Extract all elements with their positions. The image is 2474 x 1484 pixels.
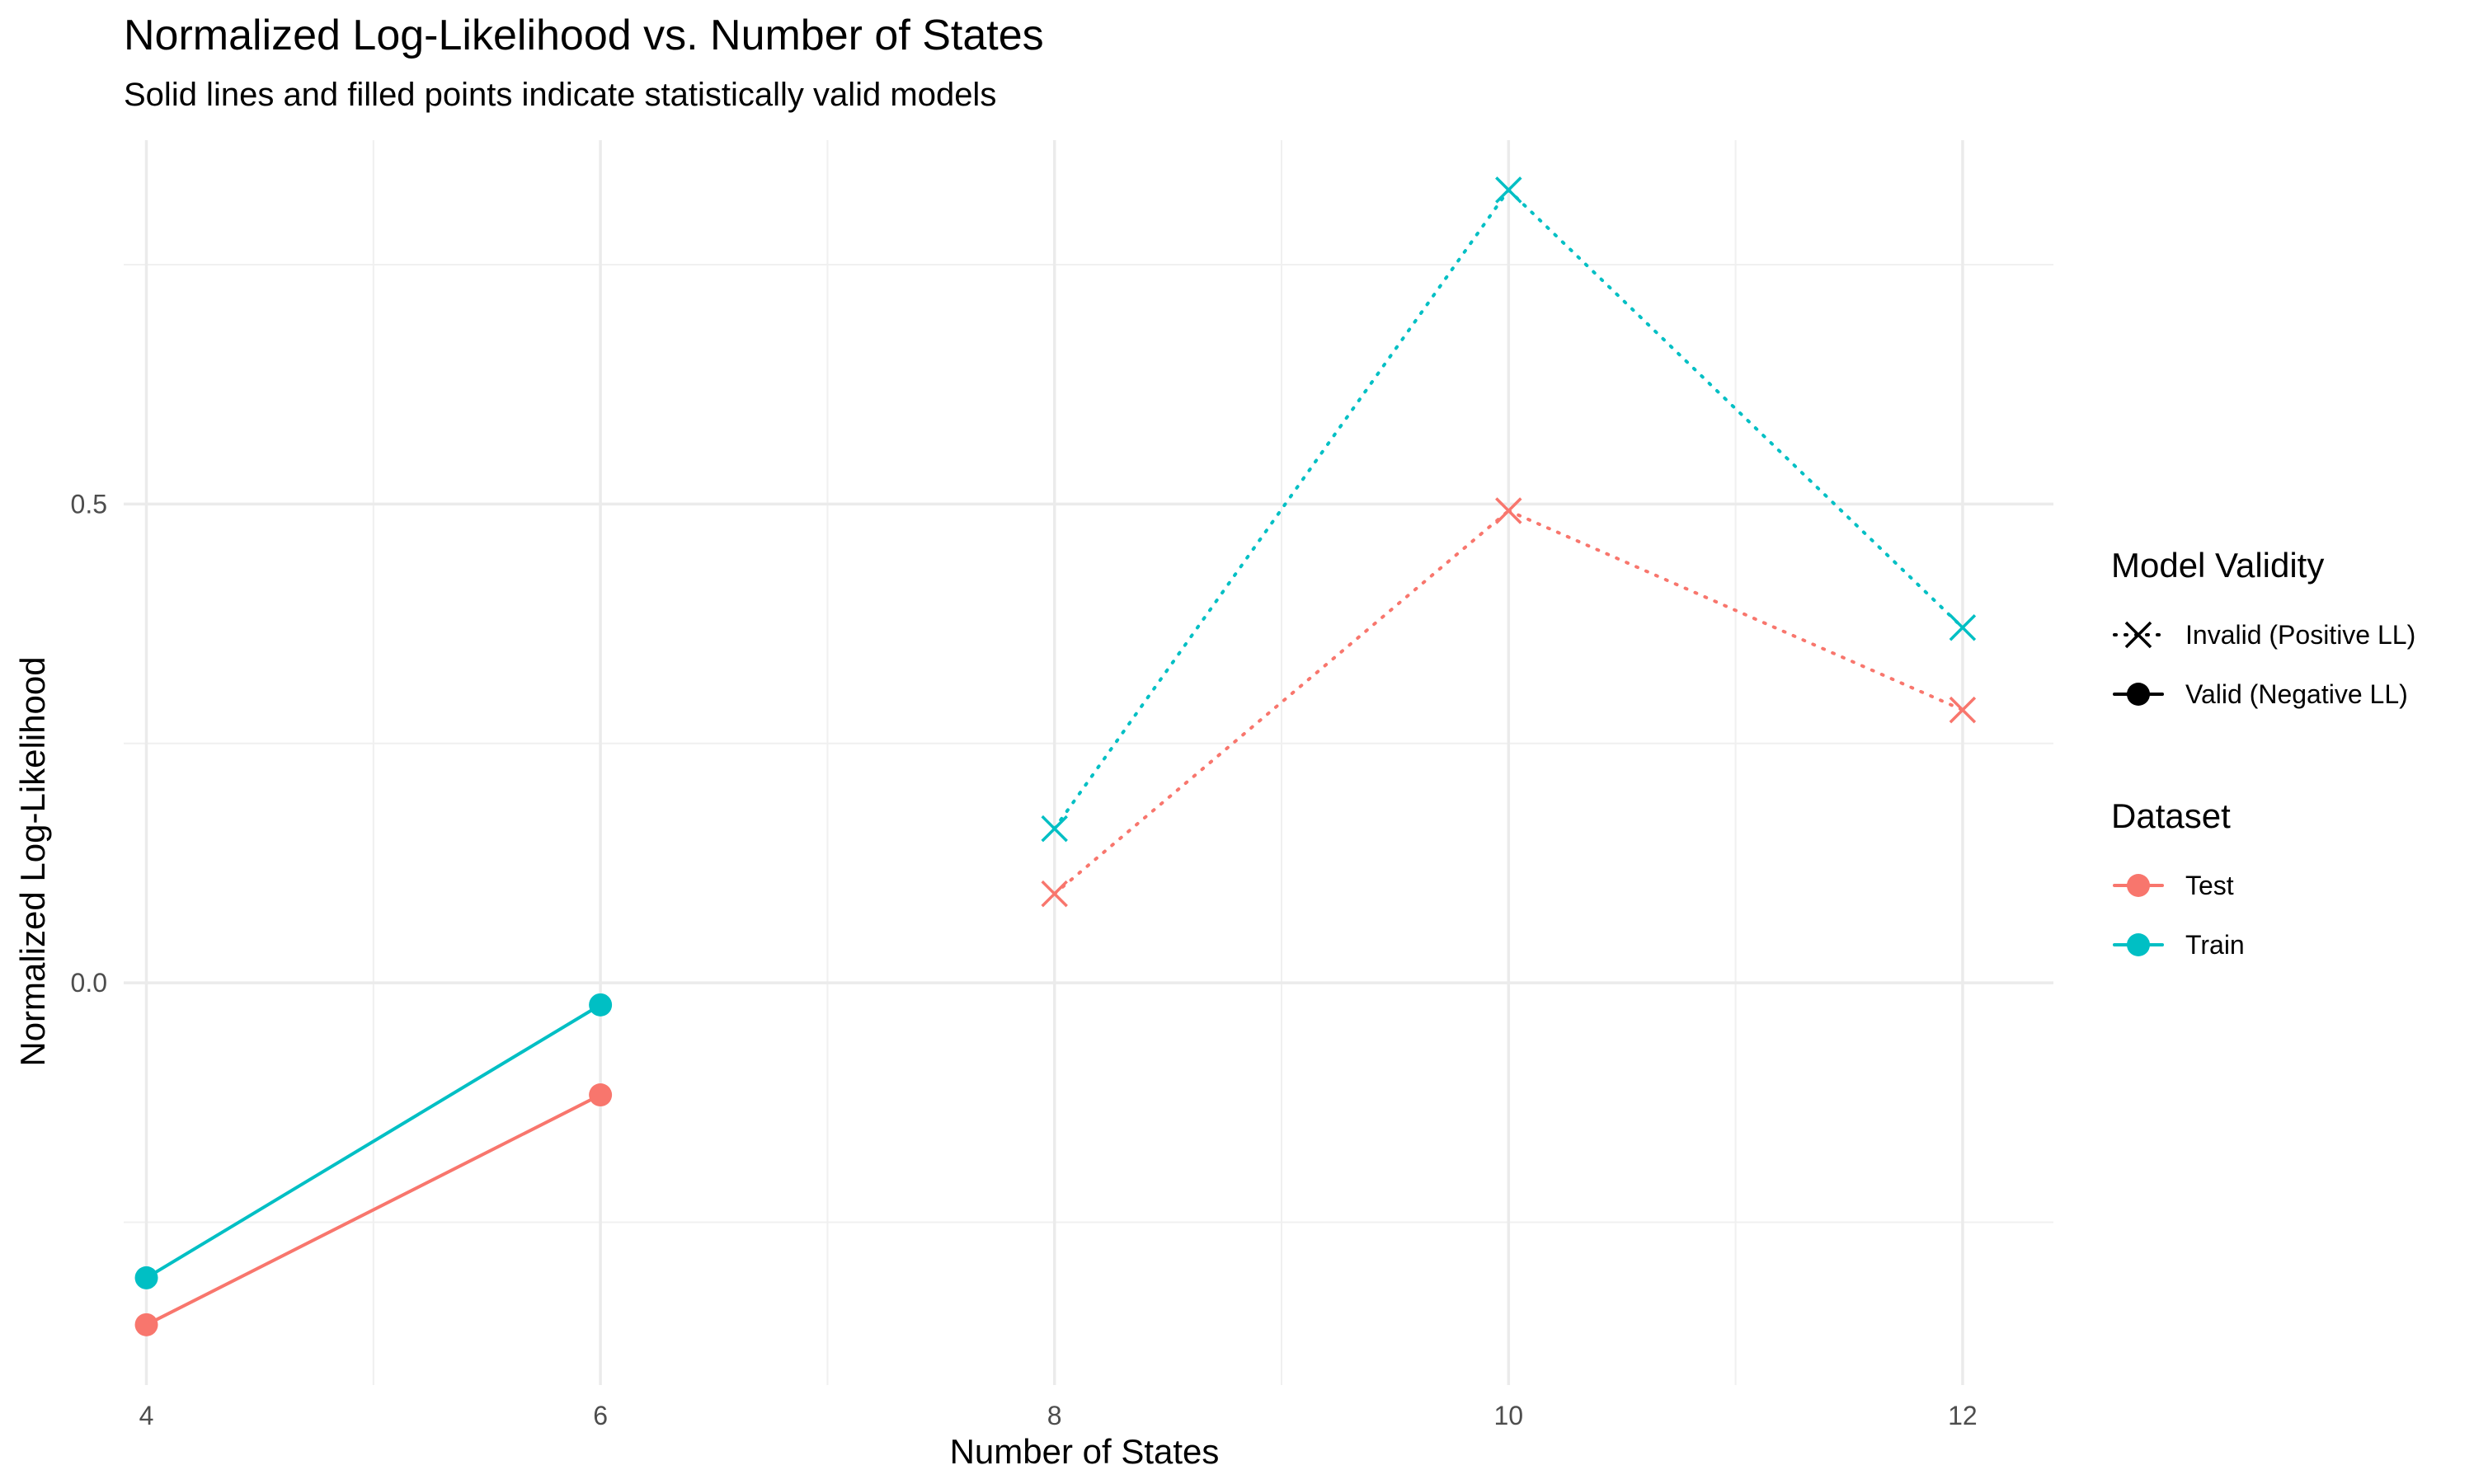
x-tick-label: 4 (139, 1401, 154, 1430)
y-axis-title: Normalized Log-Likelihood (13, 656, 52, 1066)
legend-title: Dataset (2111, 796, 2231, 835)
series-line-test (144, 1093, 603, 1327)
legend-label: Train (2185, 930, 2245, 960)
data-point-train (1495, 176, 1522, 204)
data-point-test-stroke (1041, 880, 1068, 908)
data-point-train (1949, 613, 1977, 641)
y-tick-label: 0.5 (71, 489, 107, 519)
data-point-train (134, 1266, 158, 1289)
legend-title: Model Validity (2111, 546, 2324, 585)
data-point-test (1495, 497, 1522, 524)
series-lines (144, 188, 1964, 1327)
data-point-train (589, 993, 613, 1017)
x-tick-label: 6 (593, 1401, 608, 1430)
y-tick-label: 0.0 (71, 968, 107, 998)
tick-labels: 4 6 8 10 12 0.0 0.5 (71, 489, 1978, 1430)
series-line-train (144, 1003, 603, 1280)
x-tick-label: 8 (1047, 1401, 1062, 1430)
data-point-train-stroke (1041, 815, 1068, 843)
series-line-test (1052, 509, 1511, 896)
legend-key-marker (2127, 874, 2150, 897)
data-point-test (134, 1313, 158, 1336)
series-line-test (1507, 509, 1964, 712)
data-point-test-stroke (1949, 696, 1977, 724)
series-line-train (1052, 188, 1511, 831)
legend-label: Valid (Negative LL) (2185, 679, 2408, 709)
data-point-test (1041, 880, 1068, 908)
data-point-train-stroke (1495, 176, 1522, 204)
x-tick-label: 12 (1948, 1401, 1978, 1430)
legend-key-marker (2124, 621, 2152, 649)
chart-title: Normalized Log-Likelihood vs. Number of … (124, 12, 1044, 59)
data-point-train (1041, 815, 1068, 843)
data-point-test (589, 1083, 613, 1107)
legend: Model Validity Invalid (Positive LL) Valid… (2111, 546, 2415, 960)
grid (124, 140, 2053, 1385)
legend-key-marker-stroke (2124, 621, 2152, 649)
data-point-test (1949, 696, 1977, 724)
x-tick-label: 10 (1493, 1401, 1523, 1430)
data-point-train-stroke (1949, 613, 1977, 641)
chart-subtitle: Solid lines and filled points indicate s… (124, 77, 996, 113)
series-line-train (1507, 188, 1964, 630)
x-axis-title: Number of States (950, 1432, 1220, 1471)
series-points (134, 176, 1977, 1336)
legend-key-marker (2127, 683, 2150, 706)
legend-key-marker (2127, 933, 2150, 956)
legend-label: Test (2185, 871, 2234, 900)
data-point-test-stroke (1495, 497, 1522, 524)
legend-label: Invalid (Positive LL) (2185, 620, 2415, 650)
